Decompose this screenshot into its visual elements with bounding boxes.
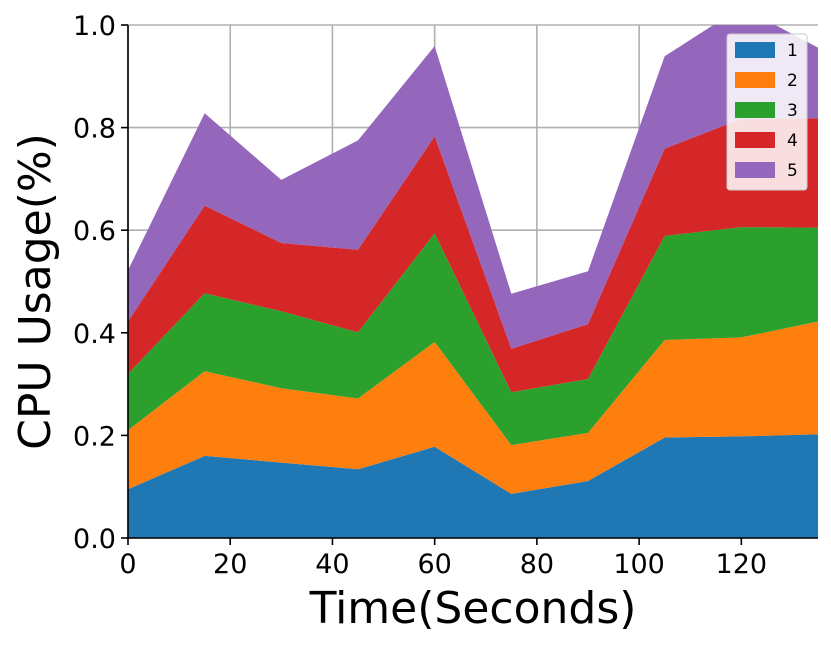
x-tick-label: 20 <box>213 549 247 580</box>
x-tick-label: 40 <box>315 549 349 580</box>
legend-swatch <box>735 102 775 118</box>
area-series-5 <box>128 25 818 349</box>
x-tick-label: 60 <box>417 549 451 580</box>
x-axis-title: Time(Seconds) <box>309 583 637 634</box>
legend-label: 3 <box>787 101 798 121</box>
legend-label: 4 <box>787 131 798 151</box>
y-tick-label: 0.4 <box>73 319 116 350</box>
x-tick-label: 120 <box>716 549 768 580</box>
area-series-3 <box>128 227 818 446</box>
x-tick-label: 80 <box>520 549 554 580</box>
legend-label: 2 <box>787 71 798 91</box>
x-tick-label: 100 <box>613 549 665 580</box>
y-tick-label: 0.8 <box>73 114 116 145</box>
legend-label: 1 <box>787 41 798 61</box>
y-tick-label: 1.0 <box>73 11 116 42</box>
y-tick-label: 0.0 <box>73 524 116 555</box>
y-axis-title: CPU Usage(%) <box>10 133 61 450</box>
area-series-2 <box>128 321 818 494</box>
legend: 1 2 3 4 5 <box>726 33 808 191</box>
area-series-1 <box>128 434 818 538</box>
axis-layer: 0 20 40 60 80 100 120 0.0 0.2 0.4 0.6 0.8 1.0 <box>73 11 818 580</box>
legend-swatch <box>735 42 775 58</box>
y-tick-label: 0.6 <box>73 216 116 247</box>
legend-swatch <box>735 162 775 178</box>
legend-label: 5 <box>787 161 798 181</box>
x-tick-label: 0 <box>119 549 136 580</box>
legend-swatch <box>735 132 775 148</box>
area-series-4 <box>128 118 818 393</box>
area-layer <box>128 25 818 538</box>
legend-swatch <box>735 72 775 88</box>
y-tick-label: 0.2 <box>73 421 116 452</box>
